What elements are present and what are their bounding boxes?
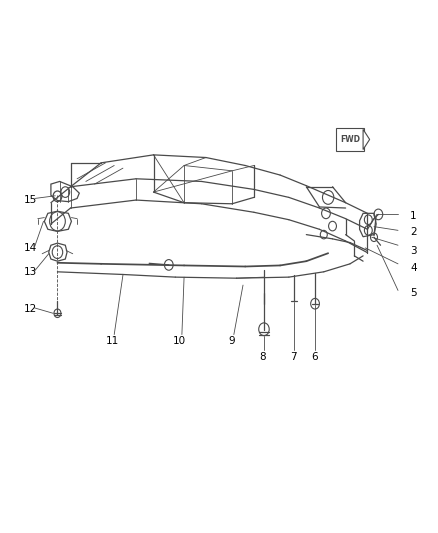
Text: 15: 15 [24, 195, 37, 205]
Text: 10: 10 [173, 336, 186, 346]
Text: 3: 3 [410, 246, 417, 255]
Polygon shape [363, 130, 370, 150]
Text: 7: 7 [290, 352, 297, 362]
Text: FWD: FWD [340, 135, 360, 144]
Text: 4: 4 [410, 263, 417, 272]
Text: 1: 1 [410, 211, 417, 221]
Text: 2: 2 [410, 227, 417, 237]
Text: 11: 11 [106, 336, 119, 346]
Text: 12: 12 [24, 304, 37, 314]
Text: 14: 14 [24, 243, 37, 253]
Text: 13: 13 [24, 267, 37, 277]
Text: 6: 6 [312, 352, 318, 362]
Text: 9: 9 [229, 336, 235, 346]
Text: 5: 5 [410, 288, 417, 298]
Text: 8: 8 [259, 352, 266, 362]
